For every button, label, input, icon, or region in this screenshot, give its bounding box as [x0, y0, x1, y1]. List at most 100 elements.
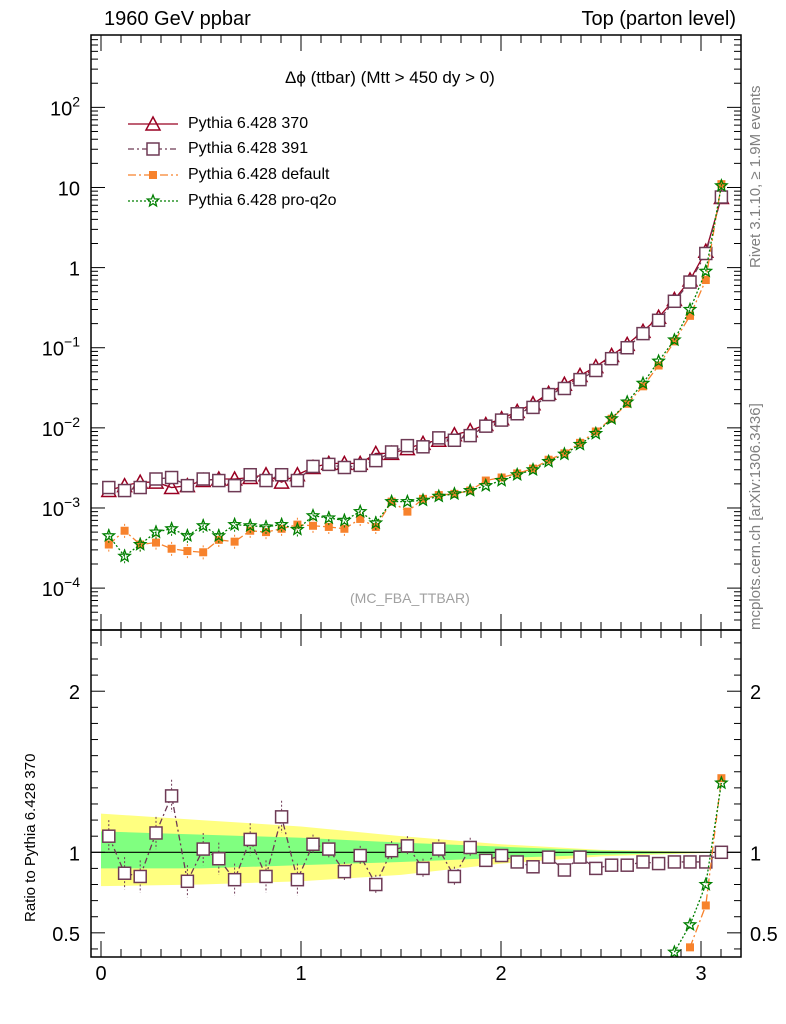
legend-label-p391: Pythia 6.428 391	[188, 140, 309, 157]
data-point-p391	[117, 483, 132, 498]
bottom-frame	[90, 629, 742, 958]
data-point-proq2o	[211, 527, 227, 543]
ratio-point-p391	[164, 789, 179, 803]
data-point-default	[623, 399, 632, 408]
data-point-p391	[212, 473, 226, 488]
data-point-default	[497, 473, 506, 482]
data-point-proq2o	[462, 482, 478, 497]
data-point-p370	[163, 478, 180, 495]
data-point-proq2o	[588, 425, 604, 440]
data-point-proq2o	[509, 466, 525, 482]
ratio-point-p391	[683, 855, 697, 869]
ratio-point-proq2o	[714, 775, 729, 790]
legend-entry-p370	[128, 115, 178, 131]
data-point-p391	[494, 413, 509, 427]
data-point-proq2o	[557, 446, 572, 461]
ratio-point-p391	[636, 855, 650, 869]
data-point-p391	[416, 440, 430, 454]
data-point-default	[340, 524, 349, 533]
ratio-point-p391	[620, 858, 634, 872]
y-tick-label: 10−3	[42, 494, 80, 521]
plot-title: Δϕ (ttbar) (Mtt > 450 dy > 0)	[285, 68, 495, 87]
y-tick-base: 10	[50, 98, 72, 120]
data-point-default	[167, 544, 176, 553]
legend-marker-proq2o	[145, 193, 161, 208]
data-point-proq2o	[180, 527, 195, 543]
ratio-point-p391	[416, 861, 430, 876]
data-point-p391	[243, 467, 257, 482]
ratio-point-default	[701, 901, 710, 910]
ratio-point-p391	[463, 840, 477, 855]
data-point-p391	[683, 275, 697, 289]
x-tick-label: 0	[95, 963, 106, 985]
ratio-point-p391	[149, 826, 163, 840]
y-tick-base: 10	[42, 579, 64, 601]
data-point-proq2o	[258, 519, 274, 534]
ratio-point-p391	[447, 869, 462, 884]
data-point-p391	[620, 340, 634, 355]
data-point-p391	[133, 480, 147, 495]
ratio-point-p391	[353, 848, 367, 863]
data-point-p391	[369, 453, 383, 468]
y-tick-exponent: −4	[64, 574, 80, 590]
data-point-p391	[526, 400, 540, 415]
data-point-p391	[463, 428, 477, 443]
data-point-p391	[589, 363, 603, 378]
y-tick-base: 10	[42, 339, 64, 361]
data-point-p391	[432, 431, 446, 445]
data-point-p391	[447, 433, 462, 448]
series-default	[104, 180, 726, 561]
data-point-default	[654, 361, 663, 370]
x-tick-label: 1	[295, 963, 306, 985]
data-point-proq2o	[447, 486, 462, 501]
ratio-point-p391	[667, 855, 682, 869]
legend-entry-p391	[128, 142, 178, 156]
data-point-proq2o	[305, 507, 321, 523]
ratio-point-p391	[494, 848, 509, 863]
data-point-p391	[306, 459, 320, 474]
data-point-p391	[102, 480, 116, 495]
beam-energy-label: 1960 GeV ppbar	[104, 8, 251, 30]
ratio-y-tick-label-left: 0.5	[52, 924, 80, 946]
data-point-proq2o	[101, 527, 117, 543]
data-point-default	[324, 522, 333, 531]
data-point-default	[371, 522, 380, 531]
y-tick-exponent: −2	[64, 414, 80, 430]
y-tick-exponent: −1	[64, 334, 80, 350]
ratio-point-p391	[117, 866, 132, 880]
ratio-y-tick-label-right: 2	[750, 682, 761, 704]
ratio-point-p391	[432, 842, 446, 856]
data-point-p391	[259, 473, 273, 488]
data-point-p391	[196, 472, 210, 486]
y-tick-base: 10	[58, 178, 80, 200]
ratio-point-p391	[479, 853, 493, 868]
data-point-proq2o	[132, 536, 148, 551]
data-point-proq2o	[478, 477, 494, 492]
ratio-point-p391	[510, 855, 524, 869]
ratio-point-default	[686, 943, 694, 952]
y-tick-label: 10−4	[42, 574, 80, 601]
ratio-series-proq2o	[667, 775, 729, 957]
data-point-p391	[541, 387, 556, 402]
data-point-default	[214, 535, 223, 544]
ratio-point-p391	[557, 863, 572, 877]
data-point-p391	[699, 246, 713, 261]
data-point-proq2o	[274, 516, 289, 531]
source-label: mcplots.cern.ch [arXiv:1306.3436]	[747, 403, 764, 630]
legend-label-proq2o: Pythia 6.428 pro-q2o	[188, 192, 337, 209]
data-point-default	[199, 548, 208, 557]
data-point-proq2o	[400, 493, 415, 508]
ratio-point-p391	[227, 872, 242, 887]
series-p370	[100, 188, 730, 498]
data-point-proq2o	[368, 515, 384, 530]
data-point-p391	[337, 460, 352, 475]
data-point-proq2o	[572, 436, 588, 451]
legend-marker-default	[149, 171, 157, 179]
analysis-watermark: (MC_FBA_TTBAR)	[350, 590, 470, 606]
data-point-default	[387, 497, 396, 506]
data-point-p391	[636, 326, 650, 341]
y-tick-label: 102	[50, 93, 80, 120]
legend-label-default: Pythia 6.428 default	[188, 166, 330, 183]
data-point-p391	[604, 351, 619, 366]
